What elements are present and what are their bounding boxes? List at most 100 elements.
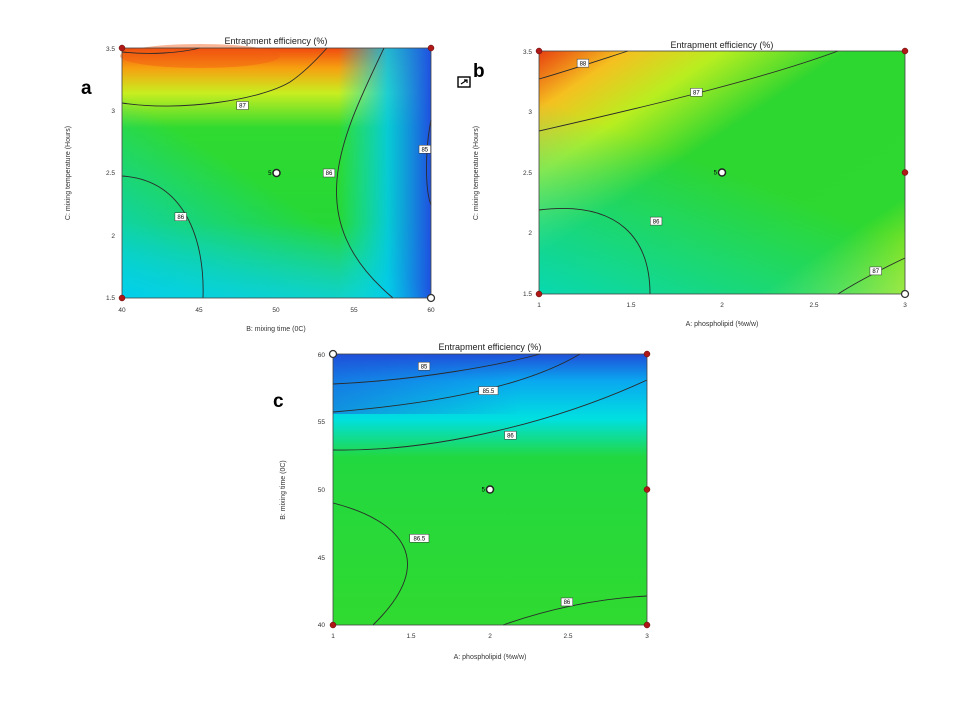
chart-c-contour-lines bbox=[332, 353, 648, 626]
panel-letter-a: a bbox=[81, 78, 92, 99]
design-point-filled bbox=[118, 294, 126, 302]
contour-label: 88 bbox=[576, 58, 589, 68]
contour-label: 85 bbox=[418, 361, 431, 371]
chart-c-title: Entrapment efficiency (%) bbox=[439, 342, 542, 352]
contour-label-text: 87 bbox=[239, 104, 246, 110]
chart-b-xtick-label: 2.5 bbox=[809, 302, 818, 309]
chart-b-ytick-label: 3.5 bbox=[523, 49, 532, 56]
panel-letter-b: b bbox=[473, 61, 485, 82]
contour-label: 87 bbox=[869, 266, 882, 276]
center-point bbox=[272, 168, 281, 178]
chart-b-ytick-label: 1.5 bbox=[523, 291, 532, 298]
chart-b-xtick-label: 3 bbox=[903, 302, 907, 309]
contour-label: 87 bbox=[690, 88, 703, 97]
contour-label-text: 86 bbox=[326, 171, 333, 177]
chart-b-xtick-label: 1 bbox=[537, 302, 541, 309]
contour-label-text: 86.5 bbox=[414, 536, 426, 542]
contour-label-text: 85.5 bbox=[483, 389, 495, 395]
design-point-open bbox=[900, 289, 910, 299]
chart-a: Entrapment efficiency (%) 1.5 2 2.5 3 3.… bbox=[65, 36, 436, 333]
chart-c-xtick-label: 2.5 bbox=[563, 633, 572, 640]
chart-b-xtick-label: 1.5 bbox=[626, 302, 635, 309]
contour-label: 85 bbox=[418, 145, 431, 154]
design-point-filled bbox=[901, 47, 909, 55]
chart-c: Entrapment efficiency (%) 40 45 50 55 60… bbox=[280, 342, 651, 661]
chart-a-x-ticks: 40 45 50 55 60 bbox=[118, 307, 435, 314]
contour-label-text: 88 bbox=[580, 61, 587, 67]
contour-label-text: 86 bbox=[564, 600, 571, 606]
contour-label: 86 bbox=[174, 212, 187, 221]
design-point-filled bbox=[535, 290, 543, 298]
design-point-filled bbox=[643, 486, 651, 493]
contour-label-box bbox=[478, 386, 499, 395]
chart-a-y-ticks: 1.5 2 2.5 3 3.5 bbox=[106, 46, 115, 302]
contour-label-box bbox=[560, 597, 573, 607]
contour-label-box bbox=[576, 58, 589, 68]
chart-a-xtick-label: 40 bbox=[118, 307, 126, 314]
contour-label-text: 85 bbox=[421, 364, 428, 370]
chart-c-xtick-label: 2 bbox=[488, 633, 492, 640]
contour-label-box bbox=[690, 88, 703, 97]
expand-icon[interactable] bbox=[457, 76, 471, 88]
chart-c-xtick-label: 1 bbox=[331, 633, 335, 640]
design-point-filled bbox=[901, 169, 909, 176]
contour-label: 85.5 bbox=[478, 386, 499, 395]
design-point-filled bbox=[643, 621, 651, 629]
contour-label-text: 87 bbox=[693, 91, 700, 97]
contour-label-box bbox=[869, 266, 882, 276]
chart-b-ytick-label: 2.5 bbox=[523, 170, 532, 177]
chart-a-xtick-label: 55 bbox=[350, 307, 358, 314]
contour-label: 86 bbox=[650, 216, 663, 226]
contour-label-text: 87 bbox=[872, 269, 879, 275]
contour-label: 86.5 bbox=[409, 534, 430, 543]
contour-label-box bbox=[650, 216, 663, 226]
chart-c-ytick-label: 60 bbox=[318, 352, 326, 359]
contour-label-box bbox=[418, 361, 431, 371]
contour-label-box bbox=[504, 431, 517, 440]
design-point-filled bbox=[118, 44, 126, 52]
contour-label-text: 86 bbox=[507, 434, 514, 440]
chart-b-x-ticks: 1 1.5 2 2.5 3 bbox=[537, 302, 907, 309]
chart-c-y-ticks: 40 45 50 55 60 bbox=[318, 352, 326, 629]
center-point bbox=[717, 168, 727, 177]
design-point-filled bbox=[535, 47, 543, 55]
chart-c-xtick-label: 1.5 bbox=[406, 633, 415, 640]
chart-b-xlabel: A: phospholipid (%w/w) bbox=[686, 321, 759, 328]
chart-a-marks: 87 86 86 85 5 bbox=[118, 44, 436, 303]
chart-c-ytick-label: 50 bbox=[318, 487, 326, 494]
chart-a-contour-lines bbox=[121, 47, 432, 299]
chart-a-frame bbox=[121, 47, 432, 299]
chart-b-ytick-label: 3 bbox=[528, 109, 532, 116]
chart-c-ytick-label: 40 bbox=[318, 622, 326, 629]
contour-label-text: 86 bbox=[177, 215, 184, 221]
contour-label-text: 86 bbox=[653, 219, 660, 225]
center-point-label: 5 bbox=[268, 171, 272, 177]
chart-c-xlabel: A: phospholipid (%w/w) bbox=[454, 654, 527, 661]
center-point-label: 5 bbox=[714, 171, 718, 177]
contour-label-box bbox=[418, 145, 431, 154]
chart-a-ylabel: C: mixing temperature (Hours) bbox=[65, 126, 72, 220]
chart-a-ytick-label: 3 bbox=[111, 108, 115, 115]
design-point-filled bbox=[427, 44, 435, 52]
chart-c-marks: 85 85.5 86 86.5 86 5 bbox=[328, 349, 651, 629]
chart-c-ylabel: B: mixing time (0C) bbox=[280, 460, 287, 520]
design-point-filled bbox=[643, 350, 651, 358]
center-point-label: 5 bbox=[482, 488, 486, 494]
contour-label-box bbox=[322, 168, 336, 178]
chart-b-marks: 88 87 86 87 5 bbox=[535, 47, 910, 299]
contour-label-box bbox=[409, 534, 430, 543]
contour-label: 87 bbox=[236, 101, 249, 110]
contour-label: 86 bbox=[504, 431, 517, 440]
design-point-open bbox=[426, 293, 436, 303]
chart-b: Entrapment efficiency (%) 1.5 2 2.5 3 3.… bbox=[473, 40, 910, 328]
chart-b-xtick-label: 2 bbox=[720, 302, 724, 309]
design-point-open bbox=[328, 349, 338, 359]
contour-label: 86 bbox=[560, 597, 573, 607]
panel-letter-c: c bbox=[273, 391, 284, 412]
chart-a-xtick-label: 60 bbox=[427, 307, 435, 314]
chart-a-ytick-label: 3.5 bbox=[106, 46, 115, 53]
chart-b-ytick-label: 2 bbox=[528, 230, 532, 237]
chart-c-xtick-label: 3 bbox=[645, 633, 649, 640]
chart-a-ytick-label: 2.5 bbox=[106, 170, 115, 177]
